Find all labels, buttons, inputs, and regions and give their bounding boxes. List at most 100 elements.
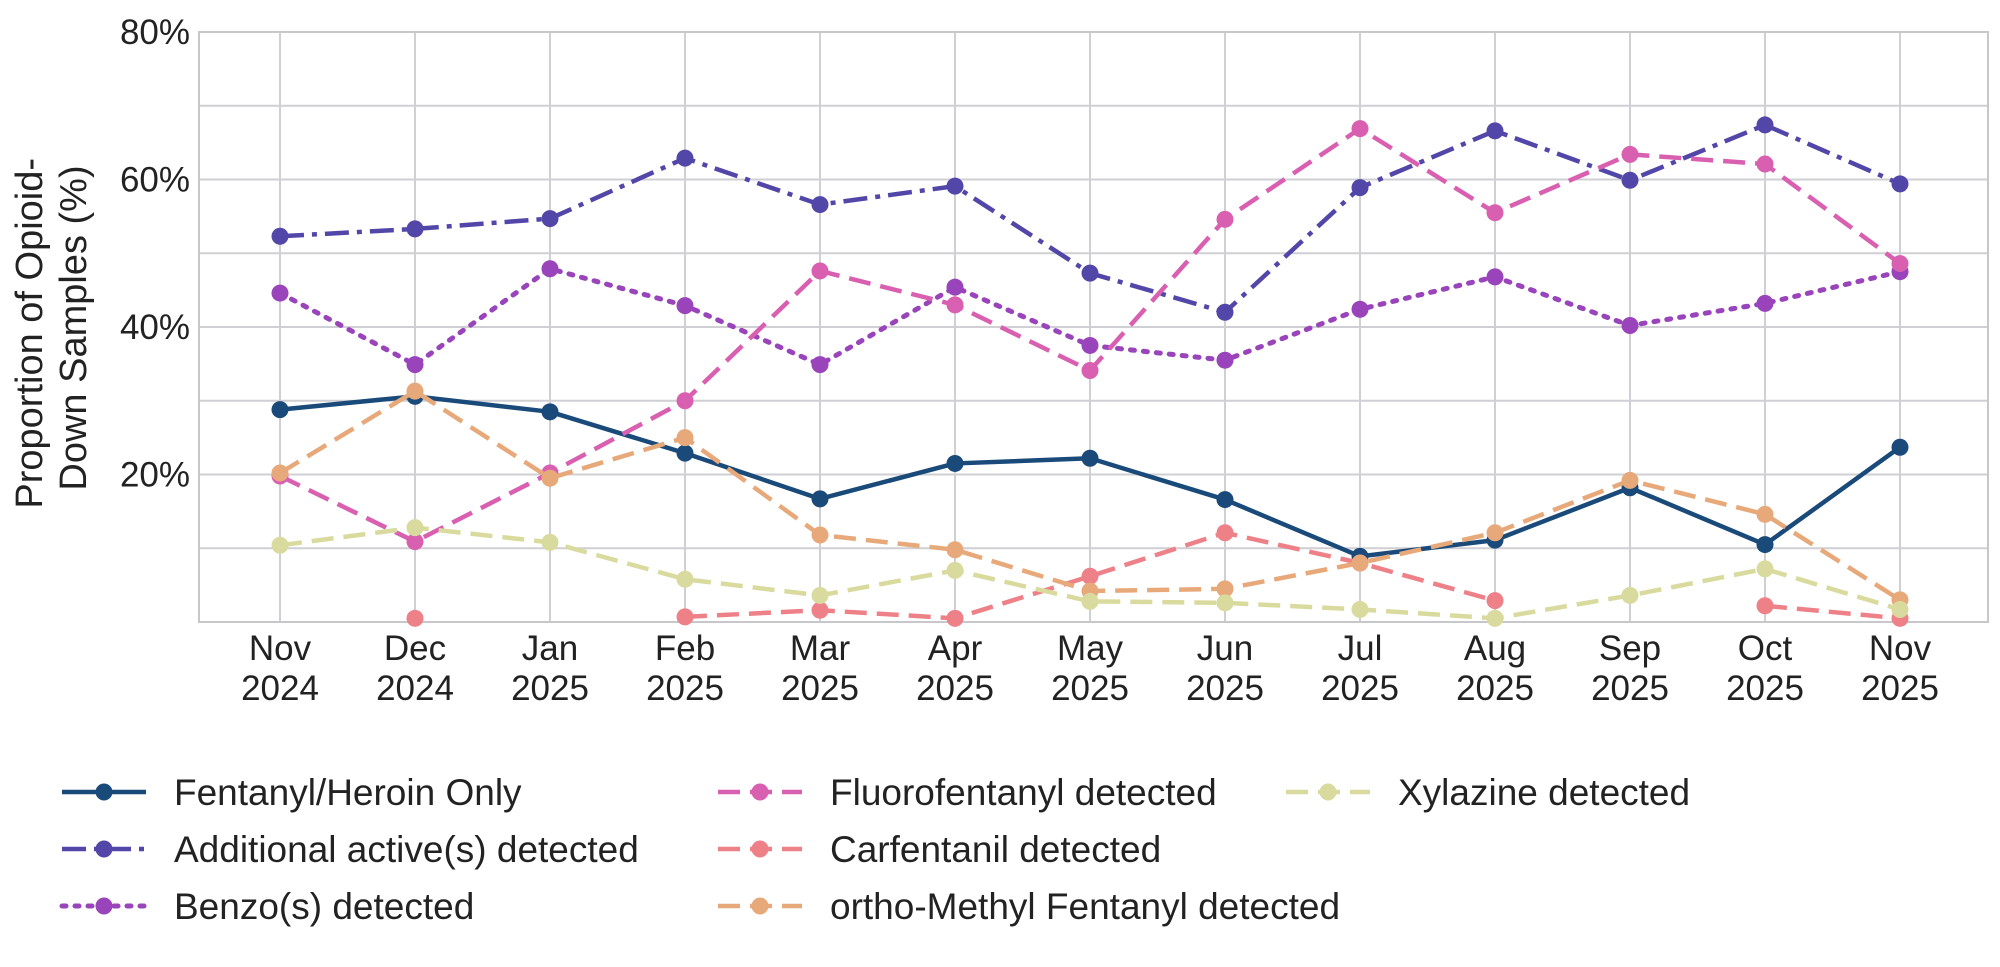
data-point	[1486, 204, 1504, 222]
legend-label: ortho-Methyl Fentanyl detected	[830, 886, 1340, 927]
y-tick-label: 80%	[120, 13, 190, 52]
y-tick-label: 20%	[120, 456, 190, 495]
data-point	[1621, 586, 1639, 604]
data-point	[541, 469, 559, 487]
data-point	[946, 296, 964, 314]
x-tick-label: Oct 2025	[1726, 629, 1804, 708]
y-axis-title-line-1: Proportion of Opioid-	[9, 158, 51, 509]
x-tick-month: Nov	[1869, 629, 1932, 668]
data-point	[811, 601, 829, 619]
data-point	[1081, 336, 1099, 354]
data-point	[406, 220, 424, 238]
x-tick-month: Oct	[1738, 629, 1793, 668]
x-tick-month: Apr	[928, 629, 983, 668]
data-point	[1756, 155, 1774, 173]
series-additional-active-s-detected	[271, 116, 1909, 321]
legend-swatch-marker	[95, 897, 113, 915]
y-tick-label: 40%	[120, 308, 190, 347]
x-tick-label: Nov 2025	[1861, 629, 1939, 708]
series-ortho-methyl-fentanyl-detected	[271, 382, 1909, 609]
data-point	[946, 609, 964, 627]
legend-swatch-marker	[1319, 783, 1337, 801]
legend-label: Benzo(s) detected	[174, 886, 474, 927]
data-point	[1756, 597, 1774, 615]
data-point	[1891, 175, 1909, 193]
data-point	[811, 586, 829, 604]
legend-swatch-marker	[95, 840, 113, 858]
data-point	[946, 561, 964, 579]
x-tick-label: May 2025	[1051, 629, 1129, 708]
data-point	[1351, 179, 1369, 197]
gridlines	[199, 31, 1988, 622]
x-tick-label: Sep 2025	[1591, 629, 1669, 708]
data-point	[676, 297, 694, 315]
legend: Fentanyl/Heroin Only Additional active(s)…	[59, 772, 1690, 927]
data-point	[676, 570, 694, 588]
x-tick-year: 2025	[646, 669, 724, 708]
data-point	[1081, 449, 1099, 467]
legend-swatch-marker	[95, 783, 113, 801]
data-point	[946, 541, 964, 559]
data-point	[811, 526, 829, 544]
data-point	[946, 454, 964, 472]
legend-item-ortho-methyl-fentanyl-detected: ortho-Methyl Fentanyl detected	[718, 886, 1340, 927]
x-tick-month: May	[1057, 629, 1124, 668]
data-point	[406, 519, 424, 537]
x-tick-month: Jun	[1197, 629, 1253, 668]
data-point	[946, 278, 964, 296]
data-point	[271, 401, 289, 419]
x-tick-year: 2025	[1321, 669, 1399, 708]
legend-swatch-marker	[751, 897, 769, 915]
series-benzo-s-detected	[271, 260, 1909, 374]
data-point	[541, 210, 559, 228]
x-tick-year: 2024	[241, 669, 319, 708]
data-point	[1216, 351, 1234, 369]
x-tick-year: 2025	[916, 669, 994, 708]
x-tick-label: Jun 2025	[1186, 629, 1264, 708]
data-point	[1351, 120, 1369, 138]
data-point	[271, 464, 289, 482]
data-point	[811, 356, 829, 374]
data-point	[541, 403, 559, 421]
x-tick-year: 2025	[781, 669, 859, 708]
data-point	[1756, 294, 1774, 312]
data-point	[1756, 536, 1774, 554]
series-line	[1764, 603, 1901, 621]
plot-frame	[198, 31, 1989, 623]
y-axis-title: Proportion of Opioid- Down Samples (%)	[9, 147, 95, 508]
data-point	[676, 429, 694, 447]
x-tick-year: 2025	[1456, 669, 1534, 708]
data-point	[1081, 362, 1099, 380]
legend-label: Xylazine detected	[1398, 772, 1690, 813]
legend-label: Fluorofentanyl detected	[830, 772, 1217, 813]
data-point	[1621, 171, 1639, 189]
x-tick-month: Jul	[1338, 629, 1383, 668]
x-tick-month: Dec	[384, 629, 446, 668]
x-tick-year: 2025	[1861, 669, 1939, 708]
series-carfentanil-detected	[406, 524, 1909, 627]
series-lines	[271, 116, 1909, 627]
data-point	[811, 196, 829, 214]
data-point	[1891, 438, 1909, 456]
legend-label: Additional active(s) detected	[174, 829, 639, 870]
data-point	[1351, 554, 1369, 572]
x-tick-year: 2025	[511, 669, 589, 708]
data-point	[1621, 145, 1639, 163]
data-point	[1621, 471, 1639, 489]
legend-label: Carfentanil detected	[830, 829, 1161, 870]
data-point	[1891, 600, 1909, 618]
data-point	[1486, 592, 1504, 610]
legend-item-additional-active-s-detected: Additional active(s) detected	[62, 829, 639, 870]
y-tick-labels: 20% 40% 60% 80%	[120, 13, 190, 495]
legend-item-fentanyl-heroin-only: Fentanyl/Heroin Only	[62, 772, 522, 813]
y-axis-title-line-2: Down Samples (%)	[53, 165, 95, 490]
data-point	[1081, 592, 1099, 610]
data-point	[1351, 300, 1369, 318]
data-point	[1216, 303, 1234, 321]
data-point	[1216, 594, 1234, 612]
data-point	[1756, 505, 1774, 523]
x-tick-month: Mar	[790, 629, 851, 668]
x-tick-label: Jul 2025	[1321, 629, 1399, 708]
